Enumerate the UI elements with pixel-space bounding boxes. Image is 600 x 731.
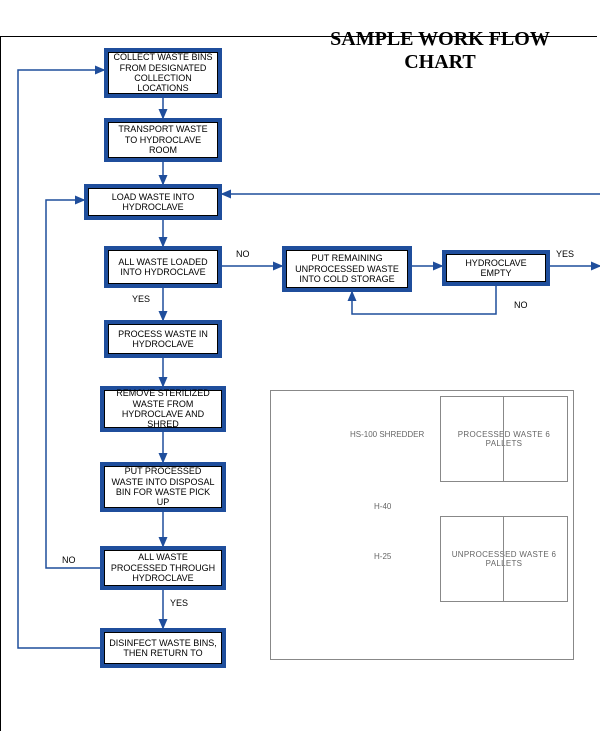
flow-node-n8: ALL WASTE PROCESSED THROUGH HYDROCLAVE [100,546,226,590]
flow-node-n4: ALL WASTE LOADED INTO HYDROCLAVE [104,246,222,288]
edge-label: YES [170,598,188,608]
edge-label: NO [514,300,528,310]
flow-node-n2: TRANSPORT WASTE TO HYDROCLAVE ROOM [104,118,222,162]
edge-label: YES [132,294,150,304]
flow-node-n11: HYDROCLAVE EMPTY [442,250,550,286]
equipment-label: H-25 [374,552,391,561]
flow-node-n7: PUT PROCESSED WASTE INTO DISPOSAL BIN FO… [100,462,226,512]
flow-node-n1: COLLECT WASTE BINS FROM DESIGNATED COLLE… [104,48,222,98]
flow-node-n10: PUT REMAINING UNPROCESSED WASTE INTO COL… [282,246,412,292]
pallet-cell [440,516,504,602]
edge-label: NO [62,555,76,565]
flow-node-n9: DISINFECT WASTE BINS, THEN RETURN TO [100,628,226,668]
flow-node-n6: REMOVE STERILIZED WASTE FROM HYDROCLAVE … [100,386,226,432]
flow-node-n5: PROCESS WASTE IN HYDROCLAVE [104,320,222,358]
flow-node-n3: LOAD WASTE INTO HYDROCLAVE [84,184,222,220]
flowchart-canvas: { "title": { "text": "SAMPLE WORK FLOW C… [0,0,600,730]
edge-label: YES [556,249,574,259]
chart-title: SAMPLE WORK FLOW CHART [310,28,570,74]
equipment-label: H-40 [374,502,391,511]
equipment-label: HS-100 SHREDDER [350,430,424,439]
pallet-cell [440,396,504,482]
edge-label: NO [236,249,250,259]
